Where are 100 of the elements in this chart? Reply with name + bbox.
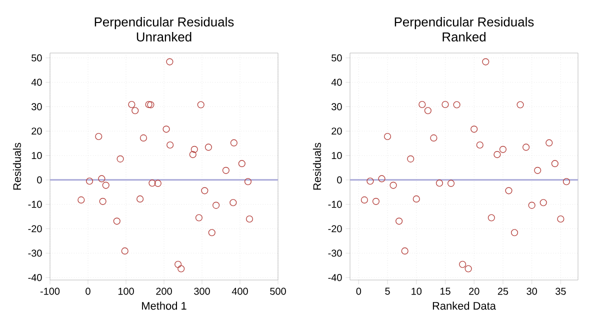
point — [378, 175, 386, 182]
point — [195, 214, 202, 222]
point — [546, 139, 553, 146]
point — [366, 178, 374, 185]
point — [132, 107, 139, 114]
y-tick-label: 10 — [32, 152, 42, 160]
point — [230, 199, 237, 206]
point — [208, 229, 216, 236]
x-tick-label: 300 — [194, 288, 210, 295]
chart-title: Perpendicular Residuals — [394, 17, 534, 30]
chart-subtitle: Ranked — [442, 32, 486, 42]
y-tick-label: -30 — [328, 250, 342, 257]
point — [99, 198, 106, 205]
y-tick-label: -40 — [28, 274, 42, 282]
y-tick-label: -10 — [328, 200, 342, 208]
chart-title: Perpendicular Residuals — [94, 17, 234, 30]
point — [238, 160, 246, 168]
x-tick-label: -100 — [40, 288, 60, 295]
point — [244, 178, 252, 186]
point — [442, 100, 449, 108]
y-tick-label: 20 — [32, 128, 42, 135]
point — [136, 195, 144, 202]
y-tick-label: 0 — [37, 176, 42, 184]
y-tick-label: 50 — [32, 54, 42, 62]
y-axis-title: Residuals — [12, 142, 21, 190]
point — [562, 178, 570, 186]
x-tick-label: 500 — [270, 288, 286, 295]
point — [407, 155, 414, 162]
point — [540, 199, 547, 206]
point — [418, 100, 426, 108]
x-tick-label: 10 — [412, 288, 422, 295]
point — [494, 151, 501, 158]
point — [488, 214, 495, 222]
x-tick-label: 0 — [86, 288, 90, 295]
point — [78, 196, 85, 204]
point — [140, 134, 148, 142]
point — [401, 247, 408, 254]
point — [436, 180, 444, 187]
point — [384, 132, 392, 140]
y-tick-label: -20 — [328, 225, 342, 232]
point — [372, 198, 380, 205]
point — [430, 134, 438, 142]
y-tick-label: 30 — [32, 103, 42, 110]
point — [204, 144, 212, 151]
point — [424, 107, 432, 114]
point — [470, 126, 478, 133]
point — [522, 144, 530, 151]
point — [447, 180, 455, 187]
point — [464, 265, 472, 272]
point — [102, 182, 110, 189]
point — [505, 187, 512, 194]
point — [190, 146, 198, 153]
point — [98, 175, 106, 182]
point — [390, 182, 397, 189]
point — [162, 126, 170, 133]
point — [201, 187, 208, 194]
point — [145, 100, 152, 108]
point — [197, 101, 204, 108]
point — [510, 229, 518, 236]
x-tick-label: 5 — [385, 288, 390, 295]
point — [528, 202, 536, 209]
point — [557, 215, 564, 223]
x-tick-label: 100 — [118, 288, 134, 295]
point — [246, 215, 254, 223]
point — [222, 166, 230, 174]
point — [551, 160, 558, 168]
point — [121, 247, 128, 254]
point — [166, 58, 174, 66]
y-tick-label: -20 — [28, 225, 42, 232]
point — [128, 100, 136, 108]
point — [148, 180, 156, 187]
y-tick-label: 40 — [31, 78, 42, 86]
point — [154, 180, 162, 187]
point — [147, 101, 154, 108]
point — [178, 265, 185, 272]
point — [516, 101, 524, 108]
y-tick-label: -10 — [28, 200, 42, 208]
point — [396, 218, 403, 225]
point — [499, 146, 507, 153]
y-tick-label: 50 — [332, 54, 342, 62]
x-axis-title: Ranked Data — [432, 302, 496, 310]
x-axis-title: Method 1 — [142, 302, 186, 310]
y-tick-label: -30 — [28, 250, 42, 257]
x-tick-label: 30 — [526, 288, 537, 295]
x-tick-label: 15 — [440, 288, 450, 295]
point — [459, 260, 466, 268]
y-tick-label: 10 — [332, 152, 342, 160]
point — [174, 260, 182, 268]
point — [482, 58, 490, 66]
x-tick-label: 35 — [556, 288, 566, 295]
x-tick-label: 0 — [356, 288, 362, 295]
y-tick-label: 0 — [337, 176, 342, 184]
y-tick-label: -40 — [328, 274, 342, 282]
point — [412, 195, 420, 202]
x-tick-label: 20 — [469, 288, 480, 295]
point — [360, 196, 368, 204]
point — [212, 202, 220, 209]
y-tick-label: 30 — [332, 103, 342, 110]
point — [86, 178, 94, 185]
x-tick-label: 25 — [498, 288, 508, 295]
